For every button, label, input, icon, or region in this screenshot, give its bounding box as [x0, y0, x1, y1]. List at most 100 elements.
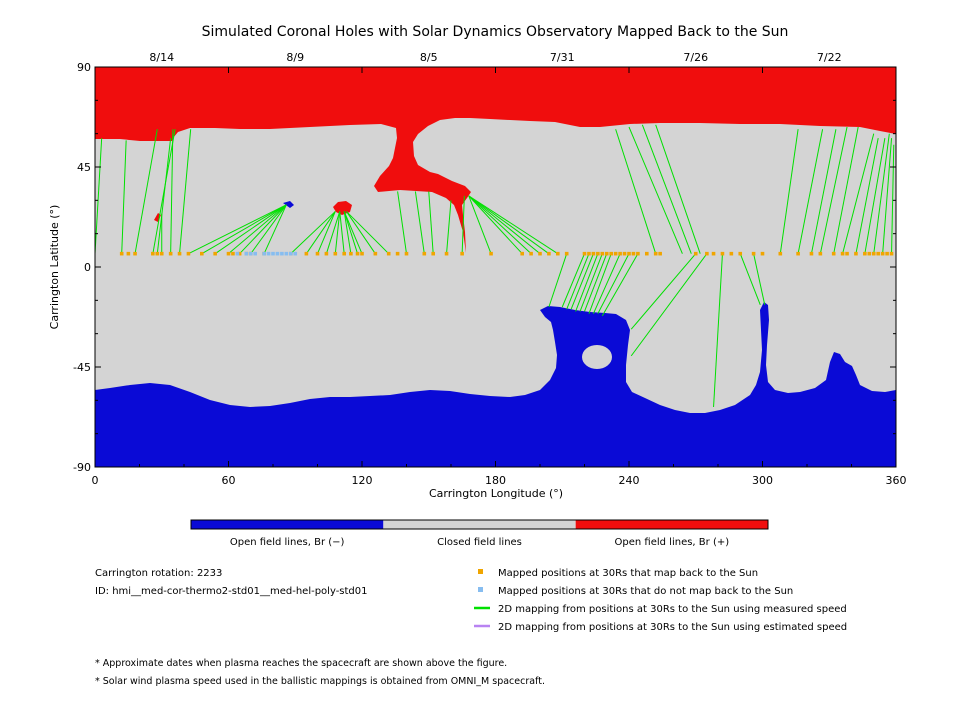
field-line	[864, 138, 886, 254]
mapped-point	[231, 251, 235, 256]
mapped-point	[867, 251, 872, 256]
mapped-point	[444, 251, 449, 256]
mapped-point	[885, 251, 889, 256]
x-tick-label: 60	[222, 474, 236, 487]
mapped-point	[226, 251, 231, 256]
mapped-point	[422, 251, 427, 256]
mapped-point	[304, 251, 309, 256]
mapped-points-group	[119, 251, 894, 256]
top-date-label: 8/9	[286, 51, 304, 64]
top-date-label: 8/14	[149, 51, 174, 64]
legend: Mapped positions at 30Rs that map back t…	[474, 568, 847, 633]
field-line	[810, 129, 837, 254]
x-tick-label: 360	[886, 474, 907, 487]
field-line	[855, 138, 879, 254]
top-date-label: 8/5	[420, 51, 438, 64]
field-line	[214, 204, 287, 255]
mapped-point	[863, 251, 867, 256]
colorbar: Open field lines, Br (−) Closed field lin…	[190, 519, 769, 548]
mapped-point	[587, 251, 591, 256]
field-line	[575, 253, 599, 312]
y-axis-ticks: 90 45 0 -45 -90	[73, 61, 896, 474]
mapped-point	[609, 251, 613, 256]
top-date-label: 7/26	[683, 51, 708, 64]
mapped-point	[373, 251, 378, 256]
field-line	[428, 191, 434, 254]
mapped-point	[600, 251, 605, 256]
field-line	[305, 211, 336, 254]
unmapped-point	[280, 251, 284, 256]
model-id: ID: hmi__med-cor-thermo2-std01__med-hel-…	[95, 586, 368, 597]
mapped-point	[489, 251, 493, 256]
field-line	[842, 133, 875, 254]
mapped-point	[582, 251, 587, 256]
y-tick-label: 45	[77, 161, 91, 174]
field-line	[882, 138, 893, 254]
field-line	[833, 126, 859, 254]
field-line	[570, 253, 594, 310]
field-line	[468, 195, 559, 255]
colorbar-label: Closed field lines	[437, 537, 522, 548]
mapped-point	[564, 251, 569, 256]
mapped-point	[876, 251, 880, 256]
field-line	[263, 204, 287, 254]
mapped-point	[520, 251, 524, 256]
mapped-point	[333, 251, 338, 256]
field-line	[339, 211, 345, 254]
mapped-point	[818, 251, 823, 256]
field-line	[779, 129, 799, 254]
colorbar-label: Open field lines, Br (+)	[615, 537, 730, 548]
field-line	[152, 129, 176, 254]
mapped-point	[854, 251, 858, 256]
mapped-point	[355, 251, 360, 256]
x-tick-label: 0	[92, 474, 99, 487]
field-line	[468, 195, 523, 255]
mapped-point	[653, 251, 658, 256]
field-line	[797, 129, 824, 254]
colorbar-segment	[575, 520, 768, 529]
note-speed: * Solar wind plasma speed used in the ba…	[95, 676, 545, 687]
field-line	[579, 253, 603, 312]
mapped-point	[622, 251, 627, 256]
mapped-point	[159, 251, 164, 256]
field-line	[170, 129, 174, 254]
x-tick-label: 300	[752, 474, 773, 487]
colorbar-frame	[190, 519, 769, 530]
mapped-point	[151, 251, 155, 256]
x-tick-label: 240	[619, 474, 640, 487]
mapped-point	[547, 251, 551, 256]
field-line	[334, 211, 341, 254]
field-line	[446, 200, 452, 254]
mapped-point	[738, 251, 743, 256]
mapped-point	[213, 251, 217, 256]
mapped-point	[395, 251, 400, 256]
mapped-point	[831, 251, 836, 256]
field-line	[601, 253, 639, 317]
field-line	[891, 144, 895, 254]
field-line	[414, 191, 425, 254]
field-line	[156, 138, 172, 254]
field-line	[95, 138, 103, 254]
field-line	[588, 253, 612, 314]
mapped-point	[613, 251, 618, 256]
field-line	[548, 253, 568, 308]
mapped-point	[538, 251, 542, 256]
mapped-point	[386, 251, 391, 256]
mapped-point	[889, 251, 894, 256]
x-axis-label: Carrington Longitude (°)	[429, 487, 563, 500]
closed-island	[582, 345, 612, 369]
unmapped-point	[248, 251, 253, 256]
field-line	[134, 129, 158, 254]
mapped-point	[778, 251, 783, 256]
top-date-label: 7/22	[817, 51, 842, 64]
mapped-point	[431, 251, 435, 256]
field-line	[641, 124, 692, 254]
mapped-point	[845, 251, 849, 256]
mapped-point	[880, 251, 885, 256]
mapped-point	[324, 251, 329, 256]
mapped-point	[591, 251, 596, 256]
colorbar-label: Open field lines, Br (−)	[230, 537, 345, 548]
field-line	[250, 204, 287, 254]
field-line	[188, 204, 287, 255]
